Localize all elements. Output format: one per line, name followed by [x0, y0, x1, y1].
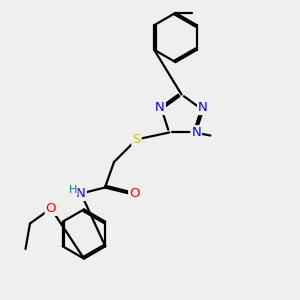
Text: O: O: [129, 187, 140, 200]
Text: S: S: [132, 133, 141, 146]
Text: N: N: [155, 101, 165, 114]
Text: N: N: [191, 126, 201, 139]
Text: N: N: [198, 101, 208, 114]
Text: H: H: [68, 185, 77, 195]
Text: N: N: [76, 187, 86, 200]
Text: O: O: [46, 202, 56, 215]
